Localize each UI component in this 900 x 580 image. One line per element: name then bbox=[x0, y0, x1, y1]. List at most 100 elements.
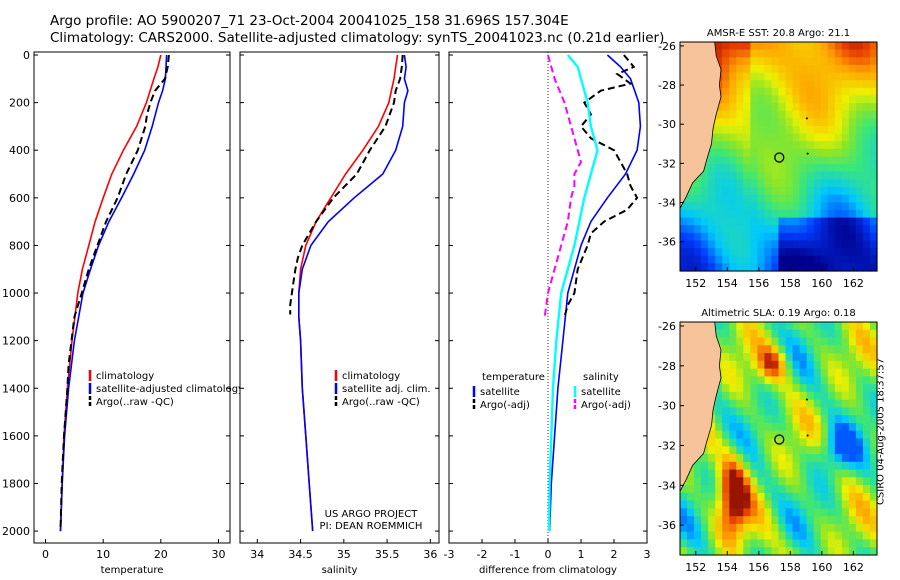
island-marker bbox=[806, 434, 809, 437]
map-cell bbox=[778, 329, 787, 339]
map-cell bbox=[792, 57, 801, 66]
map-cell bbox=[834, 430, 843, 440]
map-cell bbox=[757, 345, 765, 354]
map-cell bbox=[813, 57, 822, 66]
map-cell bbox=[855, 461, 864, 471]
map-cell bbox=[813, 500, 822, 509]
map-cell bbox=[708, 508, 716, 517]
map-cell bbox=[870, 376, 878, 385]
map-cell bbox=[792, 95, 801, 104]
map-cell bbox=[757, 469, 765, 478]
map-cell bbox=[743, 539, 751, 548]
map-cell bbox=[834, 337, 843, 346]
map-cell bbox=[764, 248, 772, 257]
map-cell bbox=[870, 391, 878, 401]
map-cell bbox=[806, 187, 815, 196]
map-cell bbox=[785, 95, 794, 104]
map-cell bbox=[743, 430, 751, 440]
map-cell bbox=[848, 110, 857, 119]
map-cell bbox=[736, 42, 744, 51]
map-cell bbox=[680, 232, 688, 241]
map-cell bbox=[841, 118, 850, 127]
y-tick-label: 400 bbox=[9, 144, 30, 157]
legend-label: satellite bbox=[581, 387, 621, 398]
map-cell bbox=[743, 353, 751, 362]
map-cell bbox=[771, 232, 780, 241]
map-cell bbox=[722, 118, 730, 127]
legend-label: Argo(..raw -QC) bbox=[96, 397, 174, 408]
map-cell bbox=[806, 42, 815, 51]
map-cell bbox=[764, 469, 772, 478]
map-cell bbox=[722, 57, 730, 66]
map-cell bbox=[750, 80, 758, 89]
map-cell bbox=[806, 461, 815, 471]
map-cell bbox=[750, 49, 758, 58]
map-cell bbox=[736, 187, 744, 196]
map-cell bbox=[736, 415, 744, 424]
map-cell bbox=[729, 164, 737, 173]
map-cell bbox=[827, 57, 836, 66]
map-cell bbox=[834, 49, 843, 58]
legend-title-temperature: temperature bbox=[482, 372, 545, 383]
map-cell bbox=[715, 547, 723, 556]
map-cell bbox=[764, 202, 772, 211]
map-cell bbox=[827, 80, 836, 89]
y-tick-label: -32 bbox=[658, 439, 676, 452]
map-cell bbox=[848, 64, 857, 74]
map-cell bbox=[722, 360, 730, 370]
map-cell bbox=[870, 539, 878, 548]
map-cell bbox=[799, 399, 808, 409]
map-cell bbox=[722, 337, 730, 346]
map-cell bbox=[764, 95, 772, 104]
map-cell bbox=[778, 376, 787, 385]
map-cell bbox=[792, 353, 801, 362]
map-cell bbox=[841, 164, 850, 173]
map-cell bbox=[680, 547, 688, 556]
map-cell bbox=[862, 500, 871, 509]
map-cell bbox=[813, 103, 822, 112]
map-cell bbox=[848, 49, 857, 58]
map-cell bbox=[743, 57, 751, 66]
map-cell bbox=[820, 248, 829, 257]
map-cell bbox=[750, 217, 758, 226]
x-tick-label: 20 bbox=[154, 548, 168, 561]
map-cell bbox=[848, 164, 857, 173]
map-cell bbox=[785, 232, 794, 241]
map-cell bbox=[792, 423, 801, 432]
map-cell bbox=[757, 376, 765, 385]
map-cell bbox=[792, 454, 801, 463]
map-cell bbox=[715, 430, 723, 440]
map-cell bbox=[729, 171, 737, 180]
map-cell bbox=[708, 194, 716, 203]
map-cell bbox=[743, 337, 751, 346]
map-cell bbox=[813, 508, 822, 517]
map-cell bbox=[771, 141, 780, 150]
map-cell bbox=[806, 232, 815, 241]
map-cell bbox=[771, 477, 780, 486]
map-cell bbox=[813, 337, 822, 346]
map-cell bbox=[855, 508, 864, 517]
map-cell bbox=[778, 485, 787, 494]
map-cell bbox=[743, 187, 751, 196]
map-cell bbox=[778, 407, 787, 416]
map-cell bbox=[855, 438, 864, 447]
map-cell bbox=[757, 217, 765, 226]
map-cell bbox=[820, 360, 829, 370]
map-cell bbox=[729, 438, 737, 447]
map-cell bbox=[736, 141, 744, 150]
map-cell bbox=[820, 80, 829, 89]
map-cell bbox=[834, 171, 843, 180]
map-cell bbox=[827, 492, 836, 502]
map-cell bbox=[708, 423, 716, 432]
map-cell bbox=[841, 255, 850, 264]
map-cell bbox=[750, 148, 758, 158]
map-cell bbox=[729, 539, 737, 548]
map-cell bbox=[750, 202, 758, 211]
map-cell bbox=[862, 49, 871, 58]
map-cell bbox=[820, 353, 829, 362]
map-cell bbox=[841, 156, 850, 165]
map-cell bbox=[687, 240, 695, 249]
map-cell bbox=[729, 360, 737, 370]
map-cell bbox=[862, 492, 871, 502]
map-cell bbox=[827, 225, 836, 234]
